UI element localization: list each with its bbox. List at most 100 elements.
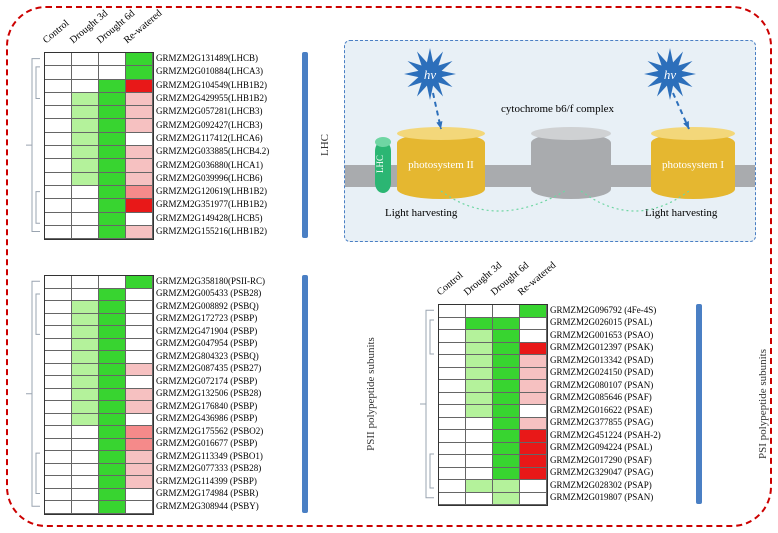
heatmap-cell (99, 186, 126, 199)
heatmap-cell (45, 119, 72, 132)
row-labels: GRMZM2G131489(LHCB)GRMZM2G010884(LHCA3)G… (156, 52, 269, 238)
heatmap-cell (45, 339, 72, 352)
gene-label: GRMZM2G012397 (PSAK) (550, 342, 661, 355)
heatmap-cell (126, 66, 153, 79)
gene-label: GRMZM2G471904 (PSBP) (156, 325, 265, 338)
heatmap-cell (466, 455, 493, 468)
heatmap-cell (520, 468, 547, 481)
heatmap-cell (99, 199, 126, 212)
gene-label: GRMZM2G149428(LHCB5) (156, 212, 269, 225)
gene-label: GRMZM2G377855 (PSAG) (550, 417, 661, 430)
gene-label: GRMZM2G017290 (PSAF) (550, 454, 661, 467)
heatmap-cell (45, 301, 72, 314)
heatmap-cell (72, 186, 99, 199)
heatmap-cell (126, 464, 153, 477)
heatmap-cell (72, 93, 99, 106)
heatmap-cell (439, 493, 466, 506)
gene-label: GRMZM2G039996(LHCB6) (156, 172, 269, 185)
heatmap-cell (439, 430, 466, 443)
heatmap-cell (99, 339, 126, 352)
heatmap-cell (466, 330, 493, 343)
heatmap-cell (126, 389, 153, 402)
heatmap-cell (520, 318, 547, 331)
gene-label: GRMZM2G013342 (PSAD) (550, 354, 661, 367)
heatmap-cell (466, 305, 493, 318)
heatmap-cell (126, 326, 153, 339)
heatmap-cell (72, 464, 99, 477)
heatmap-cell (126, 376, 153, 389)
heatmap-cell (126, 173, 153, 186)
heatmap-cell (45, 186, 72, 199)
heatmap-cell (466, 430, 493, 443)
gene-label: GRMZM2G024150 (PSAD) (550, 367, 661, 380)
heatmap-cell (493, 455, 520, 468)
heatmap-cell (493, 343, 520, 356)
heatmap-cell (493, 305, 520, 318)
heatmap-cell (466, 405, 493, 418)
heatmap-cell (99, 66, 126, 79)
heatmap-cell (520, 355, 547, 368)
gene-label: GRMZM2G072174 (PSBP) (156, 375, 265, 388)
heatmap-cell (126, 226, 153, 239)
gene-label: GRMZM2G094224 (PSAL) (550, 442, 661, 455)
heatmap-cell (45, 66, 72, 79)
heatmap-cell (72, 276, 99, 289)
heatmap-cell (99, 146, 126, 159)
heatmap-cell (126, 213, 153, 226)
gene-label: GRMZM2G026015 (PSAL) (550, 317, 661, 330)
heatmap-cell (72, 119, 99, 132)
heatmap-cell (126, 339, 153, 352)
heatmap-cell (126, 414, 153, 427)
heatmap-cell (493, 380, 520, 393)
heatmap-cell (126, 106, 153, 119)
heatmap-cell (126, 314, 153, 327)
dendrogram-psii (22, 275, 44, 513)
heatmap-cell (439, 305, 466, 318)
heatmap-psi: ControlDrought 3dDrought 6dRe-wateredGRM… (438, 304, 548, 506)
heatmap-cell (99, 439, 126, 452)
gene-label: GRMZM2G019807 (PSAN) (550, 492, 661, 505)
heatmap-cell (493, 430, 520, 443)
gene-label: GRMZM2G351977(LHB1B2) (156, 198, 269, 211)
heatmap-cell (72, 426, 99, 439)
gene-label: GRMZM2G114399 (PSBP) (156, 475, 265, 488)
heatmap-cell (72, 451, 99, 464)
heatmap-cell (99, 326, 126, 339)
heatmap-cell (45, 364, 72, 377)
heatmap-cell (466, 380, 493, 393)
gene-label: GRMZM2G429955(LHB1B2) (156, 92, 269, 105)
heatmap-cell (45, 451, 72, 464)
heatmap-cell (99, 226, 126, 239)
gene-label: GRMZM2G036880(LHCA1) (156, 158, 269, 171)
heatmap-cell (99, 464, 126, 477)
heatmap-cell (99, 80, 126, 93)
heatmap-cell (466, 318, 493, 331)
gene-label: GRMZM2G096792 (4Fe-4S) (550, 304, 661, 317)
heatmap-cell (99, 289, 126, 302)
heatmap-cell (72, 389, 99, 402)
electron-path (345, 41, 755, 241)
heatmap-cell (72, 173, 99, 186)
heatmap-cell (45, 53, 72, 66)
gene-label: GRMZM2G117412(LHCA6) (156, 132, 269, 145)
heatmap-cell (99, 173, 126, 186)
heatmap-cell (72, 289, 99, 302)
heatmap-cell (72, 146, 99, 159)
heatmap-cell (520, 330, 547, 343)
gene-label: GRMZM2G087435 (PSB27) (156, 363, 265, 376)
heatmap-cell (126, 199, 153, 212)
heatmap-cell (45, 159, 72, 172)
heatmap-cell (72, 326, 99, 339)
heatmap-cell (45, 146, 72, 159)
heatmap-cell (466, 468, 493, 481)
heatmap-grid (438, 304, 548, 506)
group-label: PSII polypeptide subunits (365, 337, 377, 451)
heatmap-cell (126, 476, 153, 489)
heatmap-cell (466, 343, 493, 356)
heatmap-psii: GRMZM2G358180(PSII-RC)GRMZM2G005433 (PSB… (44, 275, 154, 515)
heatmap-cell (126, 289, 153, 302)
heatmap-cell (99, 133, 126, 146)
gene-label: GRMZM2G131489(LHCB) (156, 52, 269, 65)
heatmap-cell (520, 418, 547, 431)
heatmap-cell (72, 351, 99, 364)
